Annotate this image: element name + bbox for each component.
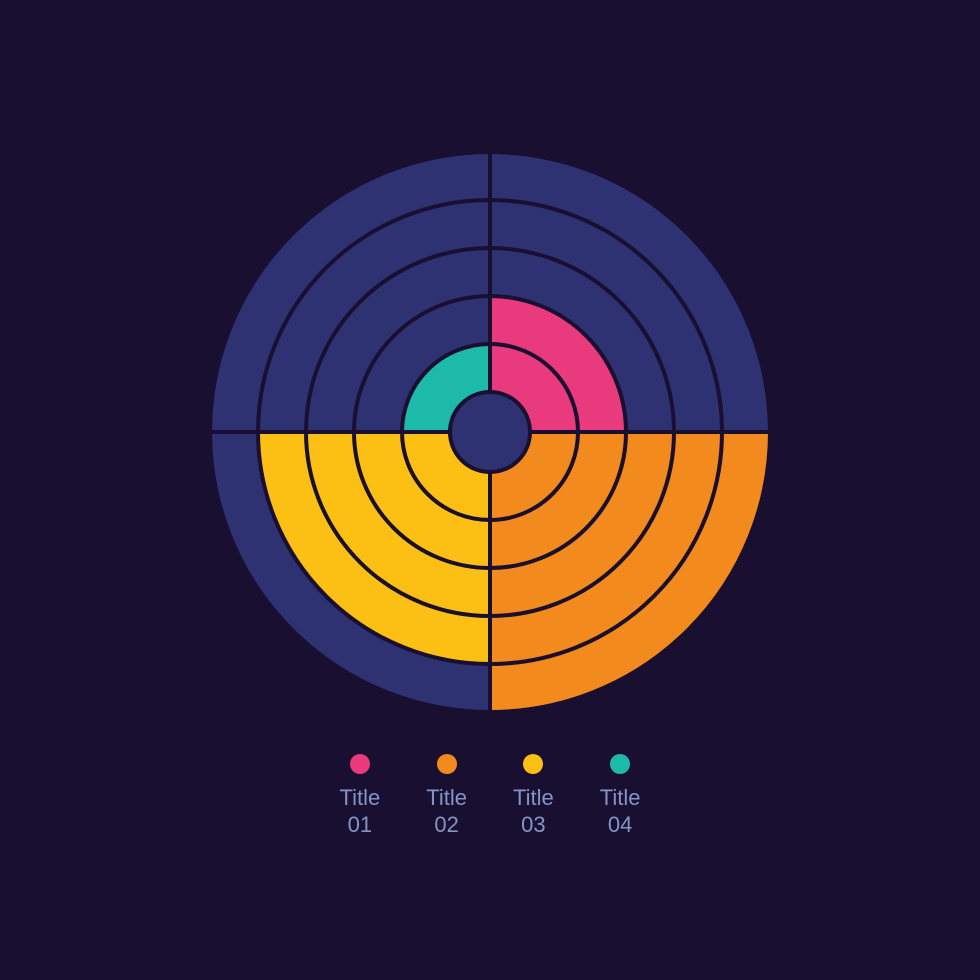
quadrant-q_se	[490, 432, 770, 712]
legend-item-2: Title02	[426, 754, 467, 839]
legend-label-line2: 02	[426, 811, 467, 839]
legend-item-3: Title03	[513, 754, 554, 839]
legend-label: Title02	[426, 784, 467, 839]
legend-dot-icon	[523, 754, 543, 774]
legend-label-line2: 04	[600, 811, 641, 839]
radial-quadrant-chart: Title01Title02Title03Title04	[200, 142, 780, 839]
legend-label-line1: Title	[340, 784, 381, 812]
center-hole	[450, 392, 530, 472]
legend-dot-icon	[350, 754, 370, 774]
legend-label-line2: 01	[340, 811, 381, 839]
legend-label: Title04	[600, 784, 641, 839]
legend-label-line1: Title	[513, 784, 554, 812]
legend-label-line2: 03	[513, 811, 554, 839]
legend-label-line1: Title	[600, 784, 641, 812]
chart-canvas	[200, 142, 780, 722]
legend-dot-icon	[437, 754, 457, 774]
legend-label: Title03	[513, 784, 554, 839]
legend-label-line1: Title	[426, 784, 467, 812]
legend-item-1: Title01	[340, 754, 381, 839]
legend-item-4: Title04	[600, 754, 641, 839]
legend: Title01Title02Title03Title04	[340, 754, 641, 839]
legend-dot-icon	[610, 754, 630, 774]
legend-label: Title01	[340, 784, 381, 839]
